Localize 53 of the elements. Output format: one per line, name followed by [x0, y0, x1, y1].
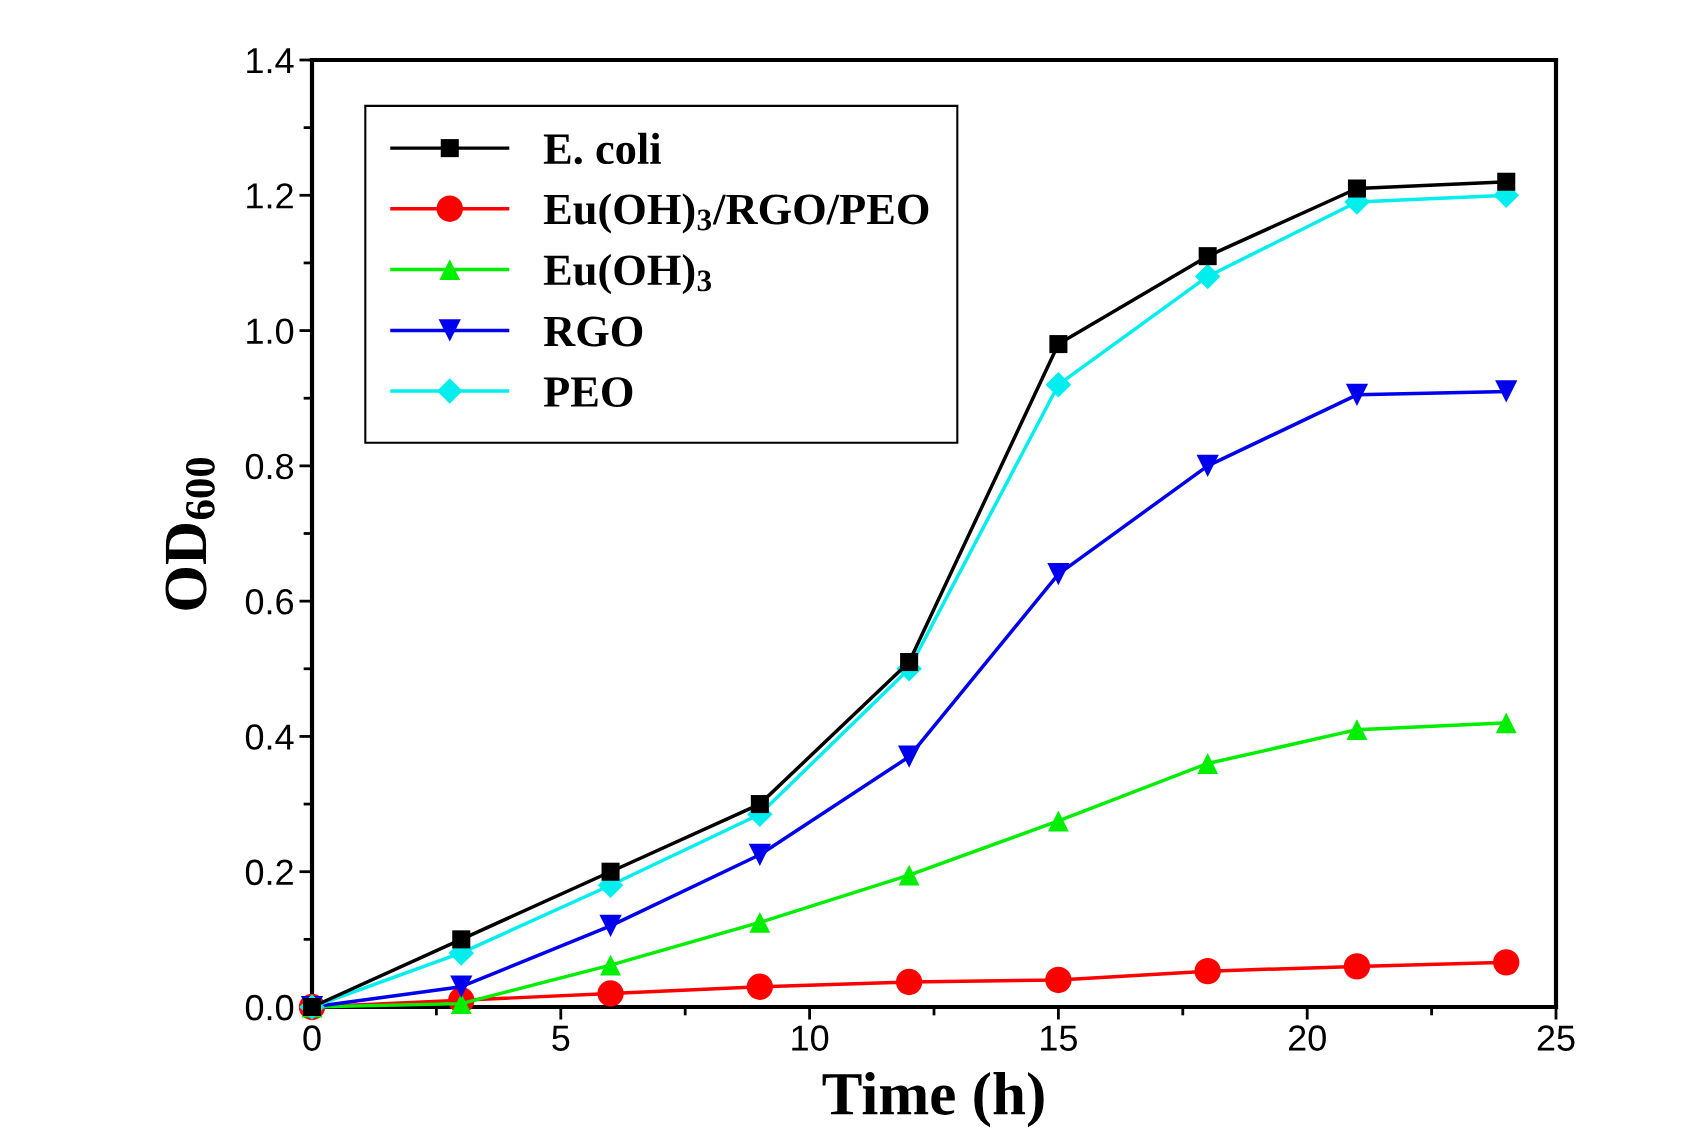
x-tick-label: 20	[1288, 1025, 1326, 1051]
y-tick-label: 1.2	[247, 183, 293, 209]
y-tick-label: 1.4	[247, 48, 294, 74]
legend-label: RGO	[543, 316, 643, 347]
point	[748, 843, 771, 866]
point	[1194, 957, 1221, 985]
point	[750, 795, 769, 814]
point	[1495, 380, 1518, 403]
point	[1047, 562, 1070, 586]
y-tick-label: 0.8	[245, 453, 294, 480]
point	[746, 973, 774, 1000]
point	[1493, 949, 1520, 976]
point	[1343, 953, 1371, 980]
point	[898, 745, 921, 768]
point	[1045, 966, 1072, 994]
point	[895, 968, 923, 996]
point	[1495, 712, 1517, 734]
y-tick-label: 0.0	[245, 994, 294, 1021]
legend-label: E. coli	[543, 132, 661, 165]
point	[1049, 335, 1068, 354]
point	[597, 980, 624, 1007]
point	[1345, 383, 1369, 406]
x-tick-label: 25	[1537, 1025, 1575, 1051]
legend-label: Eu(OH)$_{3}$/RGO/PEO	[543, 193, 929, 234]
point	[1197, 753, 1219, 774]
x-axis-title: Time (h)	[822, 1071, 1044, 1128]
point	[452, 930, 471, 949]
y-tick-label: 0.4	[245, 724, 294, 750]
point	[600, 954, 621, 976]
point	[1047, 810, 1069, 832]
x-tick-label: 5	[552, 1025, 570, 1051]
point	[450, 975, 473, 998]
point	[900, 652, 919, 672]
point	[601, 862, 620, 881]
point	[1194, 263, 1221, 290]
y-tick-label: 1.0	[247, 318, 294, 345]
y-tick-label: 0.2	[245, 859, 293, 886]
point	[1497, 172, 1516, 191]
legend-label: PEO	[543, 377, 633, 408]
x-tick-label: 15	[1041, 1025, 1077, 1051]
point	[599, 914, 622, 937]
point	[1347, 179, 1366, 198]
x-tick-label: 0	[303, 1025, 321, 1051]
y-axis-title: OD$_{600}$	[165, 457, 215, 610]
point	[749, 912, 771, 933]
point	[1346, 719, 1368, 741]
y-tick-label: 0.6	[245, 589, 294, 615]
legend-label: Eu(OH)$_{3}$	[543, 254, 712, 295]
point	[898, 864, 920, 886]
point	[1045, 371, 1072, 398]
x-tick-label: 10	[792, 1025, 829, 1051]
point	[1198, 247, 1217, 266]
point	[1196, 454, 1219, 477]
